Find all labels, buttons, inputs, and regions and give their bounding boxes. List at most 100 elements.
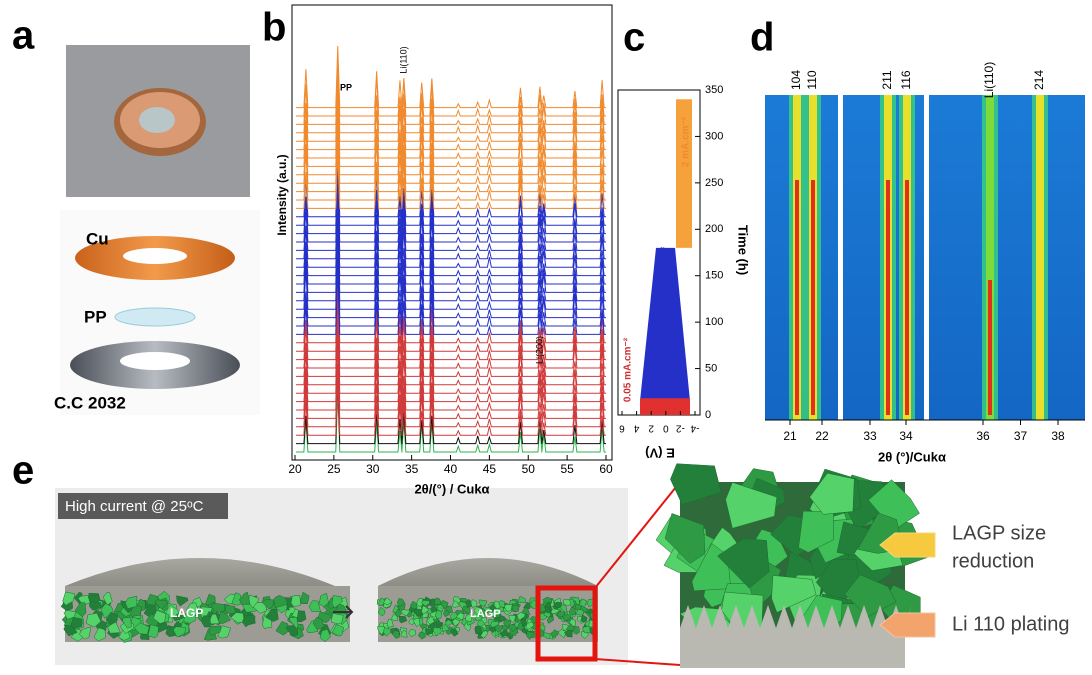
crystal [383,597,393,606]
crystal [526,630,535,640]
crystal [378,597,387,607]
y-tick-label: 350 [705,84,723,96]
crystal [93,627,106,642]
crystal [296,610,307,623]
crystal [563,599,572,607]
crystal [844,574,897,618]
x-tick-label: 33 [863,429,877,443]
arrow [879,612,936,638]
callout: reduction [952,550,1034,572]
crystal [377,625,385,636]
condition: High current @ 25ᵒC [65,498,204,515]
crystal [290,594,302,608]
x-tick-label: 55 [560,462,574,476]
crystal [451,618,461,627]
peak-stripe [986,95,994,420]
xrd-curve [296,146,606,193]
crystal [409,600,418,610]
electrode-dome [65,558,335,586]
crystal [273,594,288,609]
crystal [575,608,585,616]
crystal [470,599,478,608]
xrd-curve [296,228,606,285]
panel-label: b [262,6,286,50]
crystal [499,629,509,638]
crystal [74,602,87,618]
peak-core [886,180,890,415]
crystal [89,601,103,611]
crystal [725,482,778,529]
crystal [568,607,576,616]
crystal [440,599,449,610]
x-tick-label: 40 [444,462,458,476]
voltage-trace [640,247,690,402]
crystal [299,591,310,605]
crystal [564,629,573,638]
crystal [100,603,114,619]
plot-frame [291,4,613,461]
arrow [879,532,936,558]
crystal [172,626,187,638]
x-tick-label: 21 [783,429,797,443]
y-tick-label: 100 [705,316,723,328]
crystal [205,593,216,606]
x-tick-label: 2 [648,422,654,433]
electrode-dome [378,558,598,586]
crystal [562,613,571,622]
peak-core [811,180,815,415]
crystal [415,598,424,607]
crystal [242,615,256,628]
x-tick-label: 25 [327,462,341,476]
xrd-curve [296,68,606,134]
xrd-curve [296,180,606,226]
xrd-curve [296,287,606,361]
x-axis-label: 2θ (°)/Cukα [878,449,946,464]
annotation: 0.05 mA.cm⁻² [623,337,634,402]
panel-label: a [12,14,35,58]
crystal [561,623,570,632]
y-axis-label: Time (h) [736,225,751,275]
crystal [107,621,121,634]
crystal [430,606,438,614]
crystal [465,614,473,622]
x-tick-label: 45 [483,462,497,476]
crystal [275,621,291,636]
crystal [482,606,491,614]
y-tick-label: 300 [705,130,723,142]
crystal [443,609,451,618]
peak-label: Li(110) [982,62,996,98]
crystal [490,621,500,628]
annotation: 2 mA.cm⁻² [681,116,692,167]
crystal [217,610,231,625]
x-tick-label: 36 [976,429,990,443]
crystal [400,609,411,617]
crystal [507,624,517,633]
crystal [434,597,442,606]
xrd-curve [296,381,606,436]
crystal [517,595,527,603]
x-tick-label: 34 [899,429,913,443]
x-tick-label: 4 [633,422,639,433]
crystal [106,611,118,625]
crystal [210,602,225,614]
xrd-curve [296,101,606,151]
crystal [400,629,408,638]
zoom-box [535,585,598,662]
x-tick-label: -2 [676,422,685,433]
x-tick-label: 30 [366,462,380,476]
xrd-curve [296,197,606,251]
xrd-curve [296,45,606,109]
crystal [449,612,459,621]
crystal [554,601,563,609]
crystal [134,622,150,635]
crystal [386,618,394,628]
crystal [493,600,501,610]
arrow [333,605,354,619]
x-tick-label: -4 [690,422,699,433]
crystal [308,600,321,613]
crystal [70,617,83,630]
crystal [451,600,460,608]
crystal [455,612,465,620]
crystal [798,510,835,553]
